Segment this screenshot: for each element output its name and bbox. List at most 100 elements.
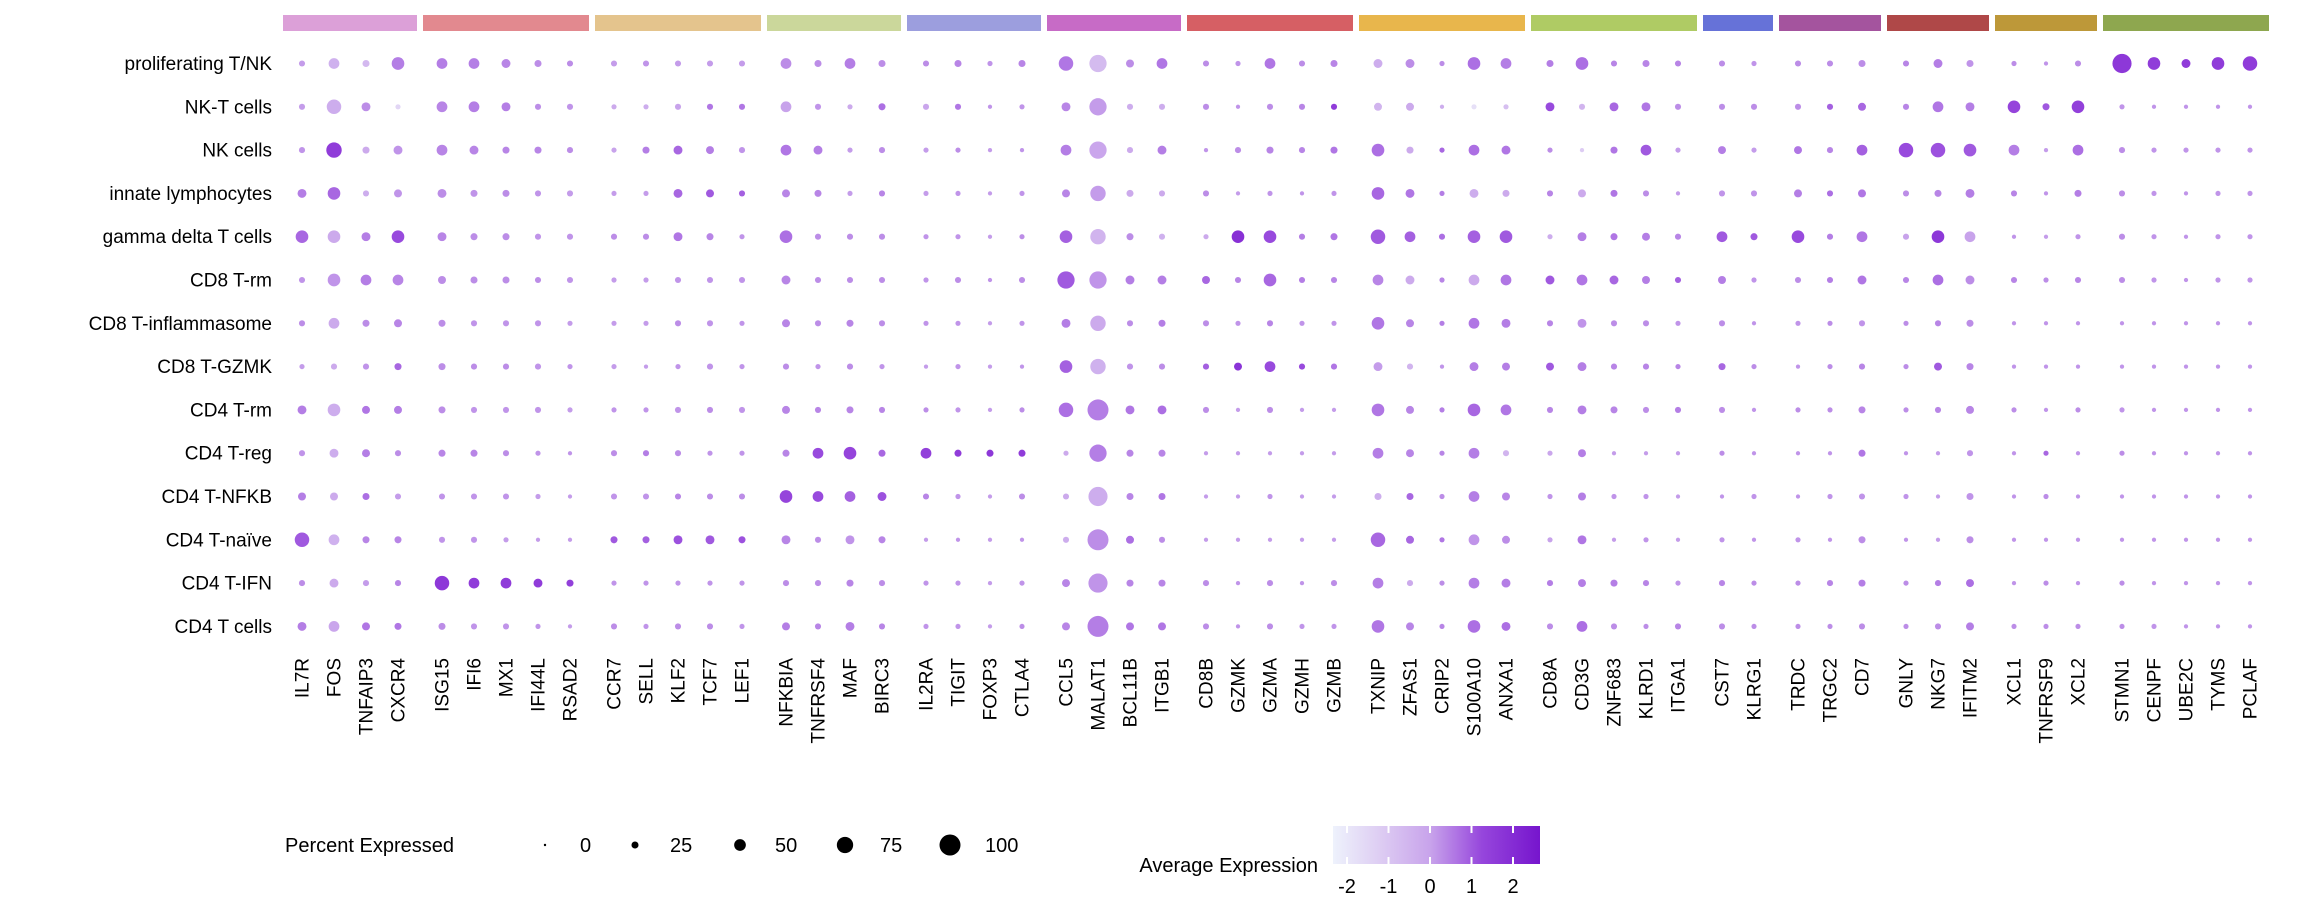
dot bbox=[2119, 494, 2125, 499]
row-label: gamma delta T cells bbox=[103, 227, 272, 248]
dot bbox=[1060, 144, 1072, 156]
dot bbox=[502, 623, 510, 630]
dot bbox=[814, 233, 822, 240]
dot bbox=[1503, 104, 1509, 110]
dot bbox=[2075, 451, 2081, 456]
dot bbox=[2011, 364, 2017, 369]
gene-label: SELL bbox=[637, 658, 658, 704]
dot bbox=[2074, 60, 2082, 67]
dot bbox=[987, 580, 993, 586]
dot bbox=[567, 537, 573, 542]
dot bbox=[923, 623, 929, 629]
dot bbox=[1751, 623, 1757, 629]
dot bbox=[1468, 534, 1480, 546]
percent-legend-tick: 0 bbox=[580, 835, 591, 857]
dot bbox=[923, 537, 929, 542]
dot bbox=[1674, 276, 1682, 284]
dot bbox=[1966, 579, 1974, 588]
dot bbox=[1266, 406, 1274, 413]
dot bbox=[1795, 623, 1801, 629]
gene-label: CCL5 bbox=[1057, 658, 1078, 707]
dot bbox=[1934, 623, 1942, 630]
row-label: CD4 T-NFKB bbox=[161, 487, 272, 508]
dot bbox=[642, 60, 650, 67]
dot bbox=[1202, 363, 1210, 370]
dot bbox=[610, 623, 618, 630]
dot bbox=[1610, 233, 1618, 241]
dot bbox=[878, 449, 886, 457]
dot bbox=[1675, 580, 1681, 586]
dot bbox=[1299, 623, 1305, 629]
dot bbox=[846, 233, 854, 240]
gene-label: PCLAF bbox=[2241, 658, 2262, 719]
gene-label: CENPF bbox=[2145, 658, 2166, 722]
dot bbox=[1203, 494, 1209, 499]
dot bbox=[1439, 450, 1445, 456]
dot bbox=[1546, 580, 1554, 587]
dot bbox=[1718, 623, 1726, 630]
dot bbox=[1826, 190, 1834, 197]
dot bbox=[1795, 580, 1801, 586]
dot bbox=[1061, 318, 1071, 328]
dot bbox=[1158, 579, 1166, 587]
dot bbox=[1299, 580, 1305, 586]
dot bbox=[1266, 320, 1274, 327]
dot bbox=[1062, 536, 1070, 543]
dot bbox=[955, 190, 961, 196]
dot bbox=[878, 147, 886, 154]
gene-group-bar-1 bbox=[283, 15, 417, 31]
dot bbox=[2011, 580, 2017, 586]
gene-label: TRGC2 bbox=[1821, 658, 1842, 722]
dot bbox=[2119, 580, 2125, 586]
dot bbox=[501, 59, 511, 68]
dot bbox=[1718, 146, 1726, 155]
dot bbox=[923, 580, 929, 586]
dot bbox=[534, 406, 542, 413]
dot bbox=[844, 491, 856, 502]
dot bbox=[987, 624, 993, 629]
dot bbox=[987, 537, 993, 542]
dot bbox=[1858, 59, 1866, 68]
dot bbox=[642, 233, 650, 240]
dot bbox=[813, 145, 823, 155]
dot bbox=[470, 406, 478, 413]
gene-group-bar-3 bbox=[595, 15, 761, 31]
dot bbox=[2215, 321, 2221, 326]
dot bbox=[566, 60, 574, 67]
dot bbox=[1062, 493, 1070, 500]
dot bbox=[643, 277, 649, 283]
dot bbox=[642, 493, 650, 500]
dot bbox=[361, 232, 371, 242]
dot bbox=[437, 188, 447, 198]
dot bbox=[2043, 191, 2049, 196]
dot bbox=[1370, 532, 1386, 548]
dot bbox=[1674, 406, 1682, 413]
dot bbox=[1331, 407, 1337, 413]
dot bbox=[1965, 188, 1975, 198]
dot bbox=[674, 450, 682, 457]
dot bbox=[1966, 363, 1974, 371]
dot bbox=[1126, 189, 1134, 197]
dot bbox=[1642, 320, 1650, 327]
dot bbox=[1439, 320, 1445, 326]
dot bbox=[1903, 623, 1909, 629]
dot bbox=[2215, 580, 2221, 586]
dot bbox=[1089, 271, 1107, 289]
dot bbox=[1902, 276, 1910, 284]
dot bbox=[534, 59, 542, 68]
dot bbox=[1469, 188, 1479, 198]
dot bbox=[845, 621, 855, 631]
dot bbox=[1371, 403, 1385, 417]
dot bbox=[611, 147, 617, 153]
dot bbox=[295, 230, 309, 244]
dot bbox=[535, 623, 541, 629]
dot bbox=[879, 364, 885, 370]
dot bbox=[1058, 56, 1074, 71]
dot bbox=[2215, 190, 2221, 196]
gene-label: GZMK bbox=[1229, 658, 1250, 713]
dot bbox=[706, 406, 714, 413]
dot bbox=[2151, 580, 2157, 586]
dot bbox=[1610, 623, 1618, 630]
gene-group-bar-10 bbox=[1703, 15, 1773, 31]
